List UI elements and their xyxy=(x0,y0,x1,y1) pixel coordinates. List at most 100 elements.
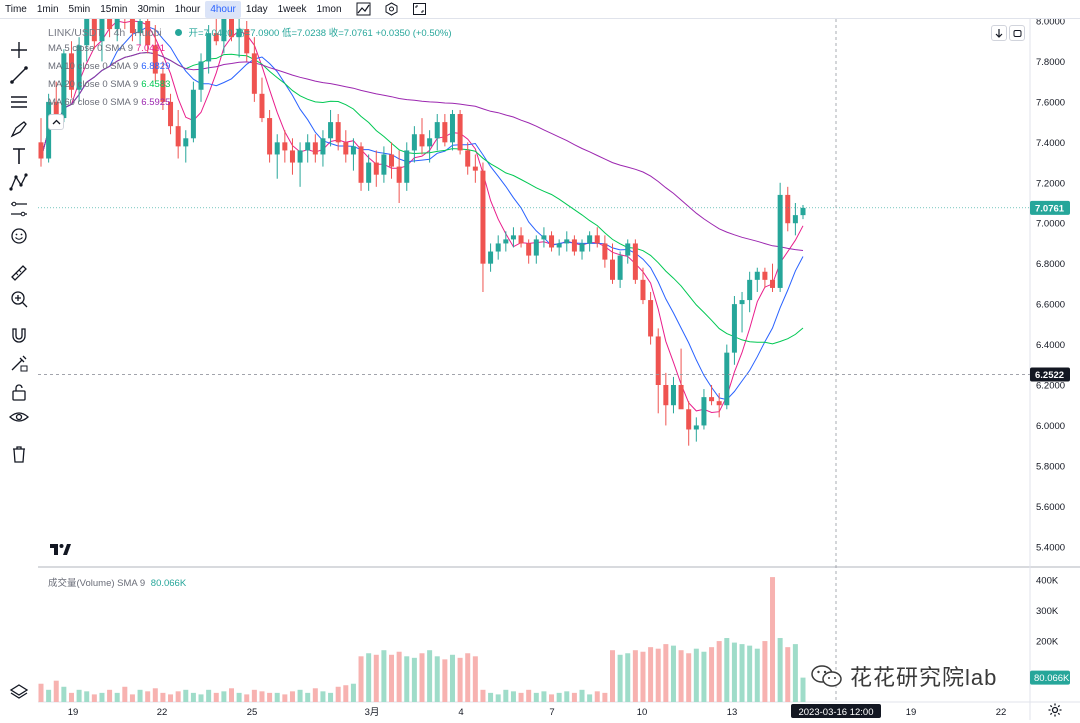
candle-body xyxy=(312,142,318,155)
timeframe-1min[interactable]: 1min xyxy=(36,3,59,15)
volume-bar xyxy=(99,692,105,702)
candle-body xyxy=(373,162,379,175)
unlock-tool[interactable] xyxy=(8,381,30,403)
time-tick-label: 13 xyxy=(727,707,738,718)
volume-bar xyxy=(244,694,250,702)
volume-legend-label: 成交量(Volume) SMA 9 xyxy=(48,578,146,589)
candle-body xyxy=(46,101,52,159)
watermark-text: 花花研究院lab xyxy=(850,665,998,690)
time-tick-label: 10 xyxy=(637,707,648,718)
volume-bar xyxy=(289,691,295,702)
volume-bar xyxy=(648,647,654,702)
volume-bar xyxy=(274,692,280,702)
smiley-tool[interactable] xyxy=(8,225,30,247)
ma-legend-label: MA 20 close 0 SMA 9 xyxy=(48,79,139,90)
volume-bar xyxy=(709,647,715,702)
candle-body xyxy=(137,21,143,34)
timeframe-1mon[interactable]: 1mon xyxy=(316,3,342,15)
trash-tool[interactable] xyxy=(8,443,30,465)
timeframe-1week[interactable]: 1week xyxy=(277,3,307,15)
volume-bar xyxy=(632,650,638,702)
candle-body xyxy=(640,279,646,301)
trash-icon xyxy=(13,446,25,463)
volume-bar xyxy=(168,694,174,702)
timeframe-15min[interactable]: 15min xyxy=(100,3,128,15)
candle-body xyxy=(396,166,402,183)
prediction-tool[interactable] xyxy=(8,198,30,220)
candle-body xyxy=(427,138,433,147)
settings-button[interactable] xyxy=(1047,702,1063,718)
volume-bar xyxy=(777,638,783,702)
price-tick-label: 7.4000 xyxy=(1036,138,1065,149)
timeframe-5min[interactable]: 5min xyxy=(68,3,91,15)
volume-bar xyxy=(495,694,501,702)
chevron-up-icon xyxy=(52,119,60,125)
eye-tool[interactable] xyxy=(8,406,30,428)
candle-body xyxy=(785,194,791,224)
exchange-label: Huobi xyxy=(134,27,162,39)
timeframe-4hour[interactable]: 4hour xyxy=(205,0,241,18)
candle-body xyxy=(183,138,189,147)
volume-bar xyxy=(229,688,234,702)
zoom-in-icon xyxy=(11,291,28,308)
price-chart[interactable]: 8.0000 7.8000 7.6000 7.4000 7.2000 7.0000 6.80… xyxy=(38,19,1080,720)
text-tool[interactable] xyxy=(8,145,30,167)
candle-body xyxy=(160,73,166,102)
ma-legend-value: 6.4583 xyxy=(141,79,171,90)
price-tick-label: 7.6000 xyxy=(1036,97,1065,108)
ma-legend-label: MA 10 close 0 SMA 9 xyxy=(48,61,139,72)
candle-body xyxy=(648,300,654,337)
last-price-label-bg xyxy=(1030,200,1070,215)
volume-legend: 成交量(Volume) SMA 9 80.066K xyxy=(48,575,186,589)
candle-body xyxy=(655,336,661,385)
fullscreen-button[interactable] xyxy=(411,2,429,16)
candle-body xyxy=(213,33,219,42)
volume-bar xyxy=(465,653,471,702)
pattern-tool[interactable] xyxy=(8,171,30,193)
crosshair-time-label: 2023-03-16 12:00 xyxy=(798,707,873,718)
indicators-button[interactable] xyxy=(383,2,401,16)
volume-bar xyxy=(411,657,417,702)
candle-body xyxy=(251,53,257,94)
fullscreen-icon xyxy=(413,3,426,15)
fullscreen-chart-button[interactable] xyxy=(1009,25,1025,41)
volume-bar xyxy=(670,645,676,702)
volume-bar xyxy=(137,689,143,702)
candle-body xyxy=(693,425,699,430)
last-price-label: 7.0761 xyxy=(1035,203,1065,214)
lock-drawing-tool[interactable] xyxy=(8,352,30,374)
ruler-icon xyxy=(11,265,27,281)
zoom-in-tool[interactable] xyxy=(8,288,30,310)
screen-icon xyxy=(1013,29,1021,37)
scroll-down-button[interactable] xyxy=(991,25,1007,41)
trend-line-tool[interactable] xyxy=(8,64,30,86)
volume-bar xyxy=(549,694,555,702)
ma-legend-row[interactable]: MA 60 close 0 SMA 9 6.5925 xyxy=(48,97,170,108)
timeframe-1hour[interactable]: 1hour xyxy=(174,3,201,15)
ma-legend-row[interactable]: MA 10 close 0 SMA 9 6.8829 xyxy=(48,61,170,72)
volume-bar xyxy=(259,691,265,702)
candle-body xyxy=(38,142,44,159)
volume-bar xyxy=(594,691,600,702)
horizontal-lines-tool[interactable] xyxy=(8,91,30,113)
price-tick-label: 6.4000 xyxy=(1036,340,1065,351)
object-tree-button[interactable] xyxy=(8,681,30,703)
ma-legend-row[interactable]: MA 20 close 0 SMA 9 6.4583 xyxy=(48,79,170,90)
volume-bar xyxy=(716,641,722,702)
candle-body xyxy=(739,300,745,305)
collapse-legend-button[interactable] xyxy=(48,114,64,130)
crosshair-tool[interactable] xyxy=(8,39,30,61)
ma-legend-row[interactable]: MA 5 close 0 SMA 9 7.0431 xyxy=(48,43,165,54)
volume-tick-label: 200K xyxy=(1036,637,1059,648)
timeframe-Time[interactable]: Time xyxy=(5,3,27,15)
volume-bar xyxy=(724,638,730,702)
magnet-tool[interactable] xyxy=(8,325,30,347)
chart-type-button[interactable] xyxy=(355,2,373,16)
candle-body xyxy=(99,19,105,42)
timeframe-30min[interactable]: 30min xyxy=(137,3,165,15)
brush-tool[interactable] xyxy=(8,118,30,140)
time-tick-label: 22 xyxy=(157,707,168,718)
ruler-tool[interactable] xyxy=(8,262,30,284)
timeframe-1day[interactable]: 1day xyxy=(245,3,268,15)
candle-body xyxy=(731,304,737,353)
